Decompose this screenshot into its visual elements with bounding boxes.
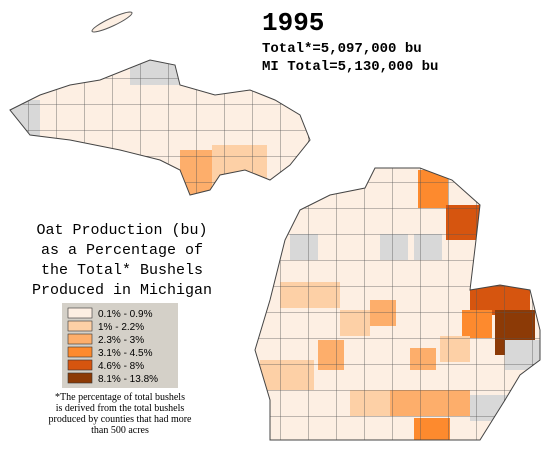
legend-swatch (67, 320, 93, 332)
heading-line: Oat Production (bu) (36, 222, 207, 239)
heading-line: Produced in Michigan (32, 282, 212, 299)
footnote-line: *The percentage of total bushels (55, 392, 185, 403)
heading: Oat Production (bu) as a Percentage of the… (32, 222, 212, 299)
mi-total: MI Total=5,130,000 bu (262, 59, 438, 75)
isle-royale (91, 11, 133, 33)
legend-swatch (67, 333, 93, 345)
upper-outline (9, 59, 311, 196)
lower-outline (254, 167, 541, 441)
heading-line: as a Percentage of (41, 242, 203, 259)
legend-label: 0.1% - 0.9% (98, 309, 153, 320)
footnote-line: produced by counties that had more (48, 414, 192, 425)
legend-label: 3.1% - 4.5% (98, 348, 153, 359)
footnote-line: is derived from the total bushels (56, 403, 185, 414)
legend-swatch (67, 307, 93, 319)
legend-label: 1% - 2.2% (98, 322, 144, 333)
legend-swatch (67, 346, 93, 358)
legend-swatch (67, 372, 93, 384)
legend-label: 2.3% - 3% (98, 335, 144, 346)
total: Total*=5,097,000 bu (262, 41, 422, 57)
title: 1995 (262, 8, 324, 38)
legend-label: 8.1% - 13.8% (98, 374, 158, 385)
legend: 0.1% - 0.9% 1% - 2.2% 2.3% - 3% 3.1% - 4.5%… (67, 307, 158, 385)
heading-line: the Total* Bushels (41, 262, 203, 279)
footnote-line: than 500 acres (91, 425, 149, 436)
lower-peninsula (255, 168, 540, 440)
legend-swatch (67, 359, 93, 371)
legend-label: 4.6% - 8% (98, 361, 144, 372)
